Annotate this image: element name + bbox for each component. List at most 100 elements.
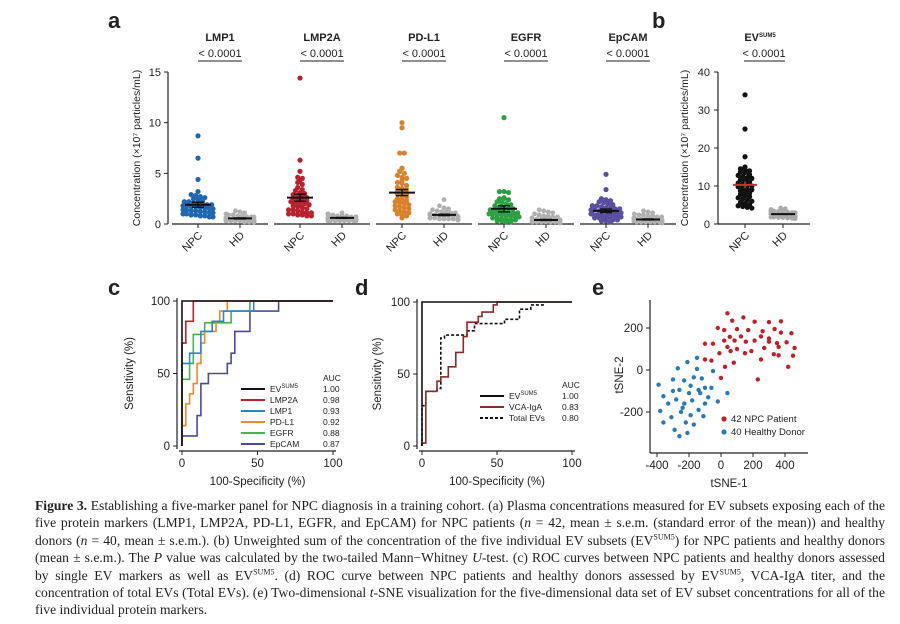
legend-auc: 1.00 [323, 384, 340, 394]
npc-point [612, 213, 618, 219]
y-tick-label: 5 [155, 168, 161, 180]
legend-label: LMP1 [270, 406, 292, 416]
y-axis-label: Sensitivity (%) [372, 337, 384, 410]
tsne-point [685, 359, 690, 365]
tsne-point [792, 345, 797, 351]
npc-point [392, 203, 398, 209]
npc-point [195, 188, 201, 195]
hd-point [228, 218, 234, 224]
tsne-point [685, 430, 690, 436]
npc-point [195, 133, 201, 139]
tsne-point [722, 327, 727, 333]
hd-point [529, 219, 535, 225]
hd-point [441, 197, 447, 203]
tsne-point [658, 408, 663, 414]
tsne-point [702, 385, 708, 391]
tsne-point [696, 387, 701, 393]
npc-point [614, 217, 621, 223]
hd-point [780, 215, 786, 220]
caption-text: . (d) ROC curve between NPC patients and… [274, 567, 720, 583]
tsne-point [752, 338, 757, 343]
y-axis-label: Concentration (×10⁷ particles/mL) [679, 70, 691, 226]
y-tick-label: 0 [164, 441, 170, 453]
y-tick-label: 100 [151, 296, 170, 308]
npc-point [746, 168, 753, 174]
y-tick-label: 50 [397, 369, 410, 381]
tsne-point [762, 345, 767, 351]
npc-point [596, 199, 602, 205]
npc-point [486, 211, 492, 217]
panel-title: EpCAM [608, 32, 647, 44]
panel-label-d: d [355, 275, 368, 300]
caption-text: value was calculated by the two-tailed M… [162, 550, 473, 566]
npc-point [186, 199, 192, 205]
legend-auc: 0.98 [323, 395, 340, 405]
hd-point [328, 218, 333, 224]
y-axis-label: Concentration (×10⁷ particles/mL) [131, 70, 143, 226]
hd-point [237, 218, 243, 224]
figure-3: a b c d e 0 5 10 15 Concentration (×10⁷ part… [108, 8, 810, 490]
hd-point [455, 217, 461, 223]
npc-point [288, 199, 294, 205]
legend-auc: 1.00 [562, 391, 579, 401]
panel-b-evsum5-dot-plot: 0 10 20 30 40 Concentration (×10⁷ particles/m… [679, 32, 810, 255]
npc-point [494, 199, 500, 205]
tsne-point [734, 346, 740, 352]
panel-title: PD-L1 [408, 32, 440, 44]
npc-point [197, 213, 203, 219]
x-tick-label: -400 [645, 460, 668, 472]
tsne-point [741, 315, 746, 320]
x-tick-label: HD [635, 230, 655, 250]
hd-point [443, 209, 449, 215]
npc-point [210, 210, 216, 216]
npc-point [494, 218, 500, 224]
legend-label: Total EVs [509, 413, 545, 423]
x-tick-label: 50 [491, 458, 504, 470]
tsne-point [702, 401, 708, 406]
npc-point [512, 217, 519, 223]
y-tick-label: 200 [624, 323, 643, 335]
p-value: < 0.0001 [198, 48, 241, 60]
legend-label: EVSUM5 [270, 384, 299, 394]
legend-label: 40 Healthy Donor [731, 427, 805, 438]
legend-auc: 0.87 [323, 439, 340, 449]
hd-point [771, 214, 777, 220]
npc-point [394, 172, 401, 178]
hd-point [246, 219, 252, 225]
tsne-point [760, 328, 765, 334]
tsne-point [710, 368, 716, 374]
p-value: < 0.0001 [300, 48, 343, 60]
tsne-point [678, 409, 684, 415]
tsne-point [675, 366, 680, 371]
tsne-point [661, 394, 666, 399]
tsne-point [727, 334, 732, 340]
x-axis-label: 100-Specificity (%) [449, 476, 545, 488]
legend-label: PD-L1 [270, 417, 294, 427]
tsne-point [776, 344, 781, 350]
panel-e-tsne: -200 0 200 -400 -200 0 200 400 tSNE-1 tSNE-2 42 NP… [614, 300, 808, 490]
y-tick-label: 15 [149, 67, 161, 79]
hd-point [557, 220, 563, 226]
npc-point [406, 202, 412, 208]
npc-point [594, 203, 600, 209]
npc-point [503, 219, 509, 225]
npc-point [603, 186, 609, 193]
tsne-point [694, 355, 700, 361]
y-tick-label: 100 [391, 297, 410, 309]
tsne-point [725, 344, 730, 350]
legend-label: VCA-IgA [509, 402, 542, 412]
tsne-point [734, 326, 740, 332]
x-tick-label: 400 [775, 460, 794, 472]
tsne-point [749, 348, 754, 354]
hd-point [434, 208, 440, 214]
tsne-point [674, 397, 679, 402]
panel-title: EVSUM5 [744, 32, 776, 44]
npc-point [749, 205, 755, 211]
tsne-point [778, 319, 784, 324]
legend-label: EGFR [270, 428, 294, 438]
tsne-point [661, 420, 666, 425]
npc-point [290, 207, 296, 213]
npc-point [188, 192, 194, 198]
hd-point [233, 218, 238, 224]
npc-point [589, 203, 595, 209]
